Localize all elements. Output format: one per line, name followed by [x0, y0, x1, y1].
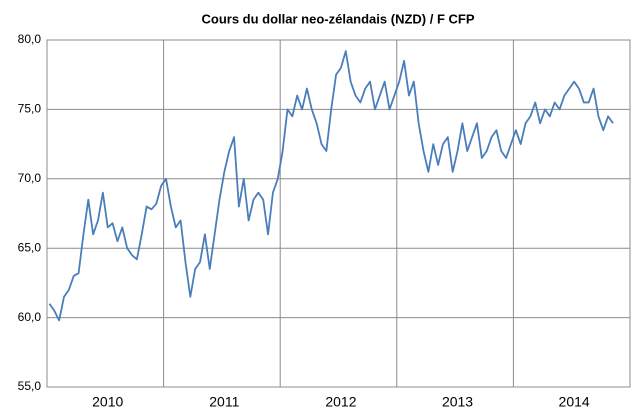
- x-tick-label: 2012: [325, 394, 356, 410]
- y-tick-label: 65,0: [18, 240, 42, 254]
- x-tick-label: 2014: [559, 394, 590, 410]
- y-tick-label: 80,0: [18, 32, 42, 46]
- y-tick-label: 55,0: [18, 379, 42, 393]
- plot-border: [46, 39, 631, 388]
- chart-title: Cours du dollar neo-zélandais (NZD) / F …: [201, 11, 474, 26]
- y-tick-label: 70,0: [18, 171, 42, 185]
- y-tick-label: 75,0: [18, 102, 42, 116]
- y-tick-label: 60,0: [18, 310, 42, 324]
- x-tick-label: 2010: [92, 394, 123, 410]
- x-tick-label: 2011: [209, 394, 239, 410]
- x-tick-label: 2013: [442, 394, 473, 410]
- data-line: [48, 50, 614, 322]
